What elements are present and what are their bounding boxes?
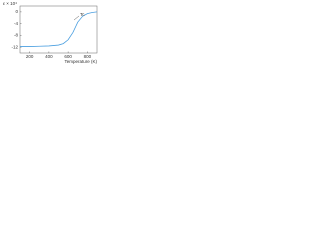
y-tick-label: -8 [14, 33, 18, 38]
plot-frame [19, 5, 98, 54]
x-tick-label: 200 [26, 54, 34, 59]
y-tick-label: -4 [14, 21, 18, 26]
x-tick-label: 800 [84, 54, 92, 59]
annotation: Tc [80, 12, 85, 17]
x-axis-label: Temperature (K) [64, 59, 97, 64]
annotation-arrow [73, 15, 80, 21]
chart: ε × 10⁴ Temperature (K) 0 -4 -8 -12 200 400 60… [3, 1, 98, 64]
x-tick-label: 400 [45, 54, 53, 59]
y-tick-label: 0 [15, 9, 18, 14]
page: ε × 10⁴ Temperature (K) 0 -4 -8 -12 200 400 60… [0, 0, 320, 77]
y-tick-label: -12 [11, 44, 18, 49]
y-axis-label: ε × 10⁴ [3, 1, 17, 6]
line-series [20, 11, 98, 47]
x-tick-label: 600 [64, 54, 72, 59]
